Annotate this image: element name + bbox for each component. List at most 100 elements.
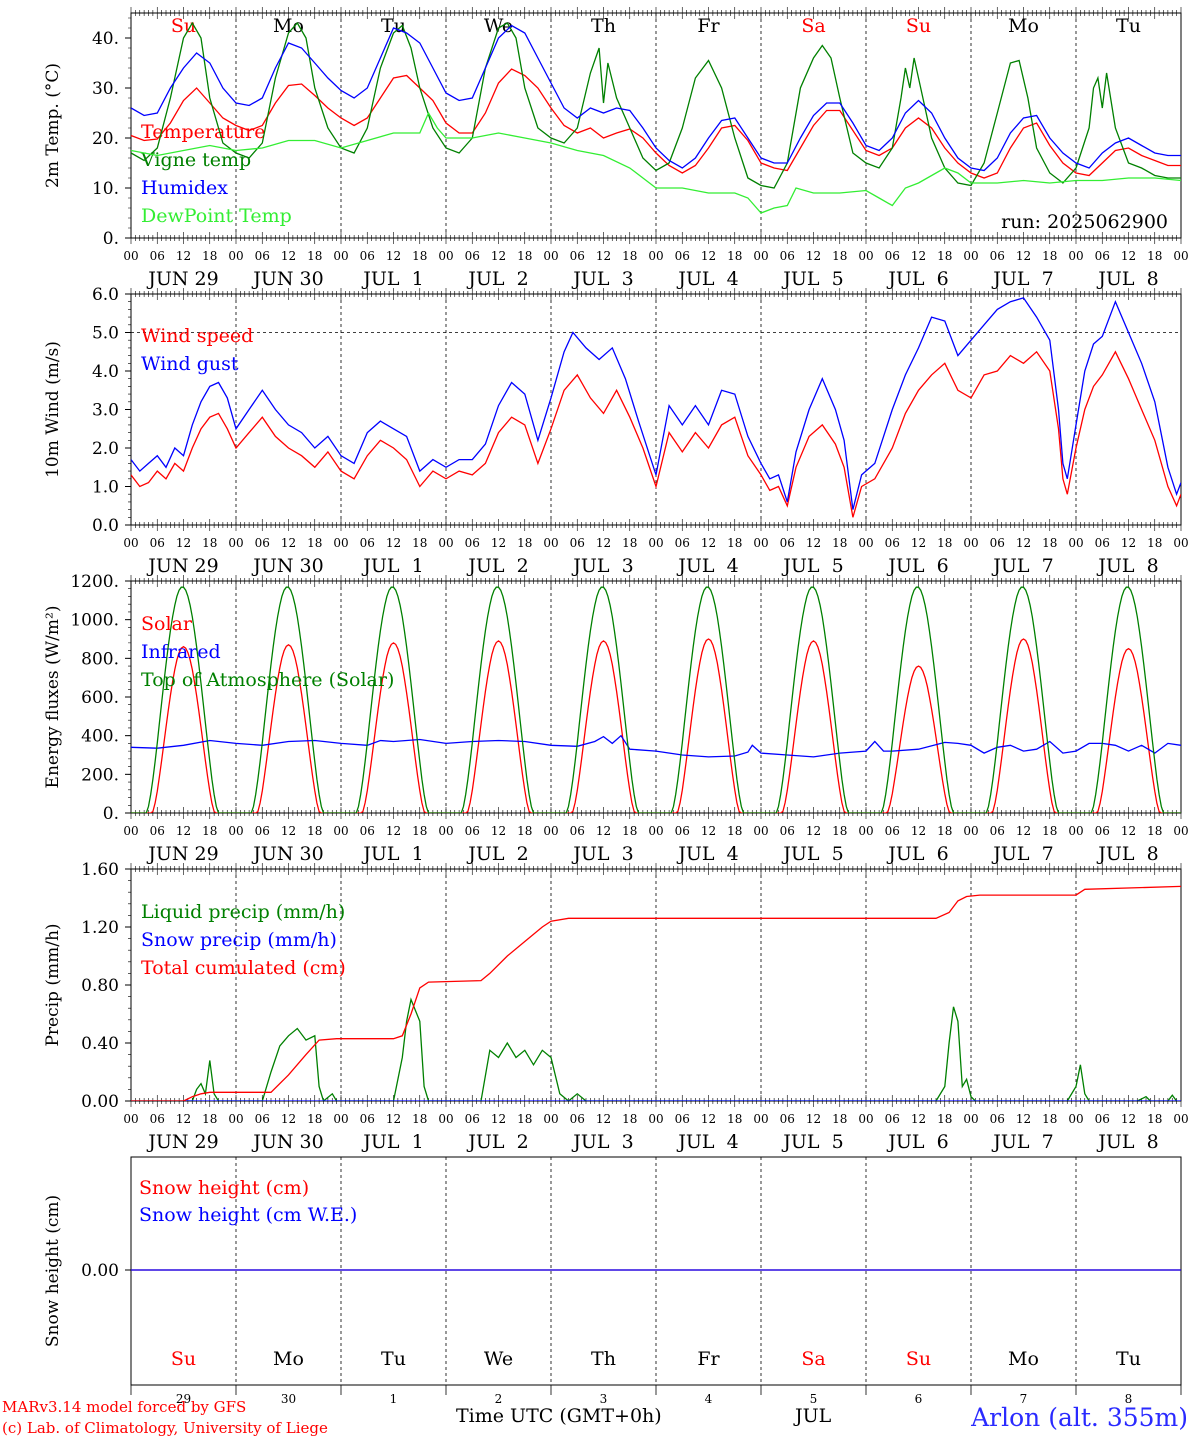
series-line <box>131 638 1181 813</box>
y-tick-label: 0.00 <box>81 1092 119 1112</box>
date-label: JUL 1 <box>361 268 423 290</box>
lab-credit: (c) Lab. of Climatology, University of L… <box>2 1419 328 1437</box>
hour-tick-label: 06 <box>465 536 480 550</box>
hour-tick-label: 00 <box>543 1112 558 1126</box>
legend-entry: Solar <box>141 613 193 635</box>
station-label: Arlon (alt. 355m) <box>971 1403 1188 1432</box>
series-line <box>131 997 1178 1101</box>
hour-tick-label: 18 <box>517 536 532 550</box>
chart-panel-3: 00 06 12 18 00 06 12 18 00 06 12 18 00 06 12 18 00 06 12 18… <box>43 572 1189 865</box>
hour-tick-label: 12 <box>386 536 401 550</box>
date-label: JUL 2 <box>466 555 528 577</box>
legend-entry: Top of Atmosphere (Solar) <box>141 669 394 691</box>
hour-tick-label: 00 <box>1068 1112 1083 1126</box>
chart-panel-4: 00 06 12 18 00 06 12 18 00 06 12 18 00 06 12 18 00 06 12 18… <box>43 860 1189 1153</box>
hour-tick-label: 00 <box>228 536 243 550</box>
series-line <box>131 68 1181 179</box>
y-tick-label: 800. <box>81 649 119 669</box>
hour-tick-label: 18 <box>832 824 847 838</box>
hour-tick-label: 06 <box>465 1112 480 1126</box>
weekday-label: Tu <box>1116 15 1141 37</box>
hour-tick-label: 00 <box>333 1112 348 1126</box>
hour-tick-label: 12 <box>596 536 611 550</box>
date-number-label: 4 <box>705 1392 713 1406</box>
legend-entry: Wind gust <box>141 353 239 375</box>
hour-tick-label: 18 <box>202 249 217 263</box>
hour-tick-label: 00 <box>1173 249 1188 263</box>
hour-tick-label: 12 <box>1121 1112 1136 1126</box>
date-label: JUL 5 <box>781 268 843 290</box>
legend-entry: Wind speed <box>141 325 253 347</box>
date-label: JUL 5 <box>781 843 843 865</box>
hour-tick-label: 12 <box>1121 536 1136 550</box>
hour-tick-label: 00 <box>753 536 768 550</box>
date-label: JUL 1 <box>361 555 423 577</box>
hour-tick-label: 12 <box>386 249 401 263</box>
hour-tick-label: 12 <box>386 1112 401 1126</box>
legend-entry: Infrared <box>141 641 221 663</box>
hour-tick-label: 18 <box>202 824 217 838</box>
date-label: JUN 29 <box>146 1131 218 1153</box>
hour-tick-label: 18 <box>622 249 637 263</box>
series-line <box>131 734 1181 758</box>
y-tick-label: 0. <box>103 229 119 249</box>
hour-tick-label: 12 <box>596 824 611 838</box>
hour-tick-label: 12 <box>491 249 506 263</box>
y-tick-label: 0.0 <box>92 516 119 536</box>
hour-tick-label: 00 <box>123 249 138 263</box>
y-axis-label: Precip (mm/h) <box>43 923 63 1046</box>
hour-tick-label: 06 <box>570 536 585 550</box>
hour-tick-label: 00 <box>543 249 558 263</box>
hour-tick-label: 18 <box>412 1112 427 1126</box>
hour-tick-label: 12 <box>806 1112 821 1126</box>
hour-tick-label: 18 <box>727 249 742 263</box>
date-number-label: 2 <box>495 1392 503 1406</box>
weekday-label: Sa <box>801 15 825 37</box>
hour-tick-label: 00 <box>438 824 453 838</box>
hour-tick-label: 06 <box>780 1112 795 1126</box>
date-number-label: 8 <box>1125 1392 1133 1406</box>
hour-tick-label: 12 <box>1121 249 1136 263</box>
date-label: JUN 30 <box>251 1131 323 1153</box>
hour-tick-label: 12 <box>701 1112 716 1126</box>
date-number-label: 3 <box>600 1392 608 1406</box>
series-line <box>131 350 1181 518</box>
date-label: JUN 29 <box>146 555 218 577</box>
hour-tick-label: 00 <box>543 824 558 838</box>
hour-tick-label: 00 <box>123 1112 138 1126</box>
hour-tick-label: 06 <box>150 536 165 550</box>
hour-tick-label: 18 <box>832 536 847 550</box>
y-tick-label: 400. <box>81 727 119 747</box>
hour-tick-label: 06 <box>255 824 270 838</box>
hour-tick-label: 00 <box>963 249 978 263</box>
date-label: JUN 30 <box>251 268 323 290</box>
chart-panel-2: 00 06 12 18 00 06 12 18 00 06 12 18 00 06 12 18 00 06 12 18… <box>43 285 1189 577</box>
hour-tick-label: 12 <box>806 249 821 263</box>
y-tick-label: 40. <box>92 29 119 49</box>
hour-tick-label: 00 <box>333 249 348 263</box>
hour-tick-label: 06 <box>885 536 900 550</box>
date-label: JUL 7 <box>991 843 1053 865</box>
y-axis-label: Energy fluxes (W/m²) <box>43 606 63 789</box>
hour-tick-label: 12 <box>386 824 401 838</box>
date-label: JUL 7 <box>991 1131 1053 1153</box>
hour-tick-label: 12 <box>1016 1112 1031 1126</box>
hour-tick-label: 06 <box>255 536 270 550</box>
series-line <box>131 586 1181 813</box>
hour-tick-label: 18 <box>1147 536 1162 550</box>
hour-tick-label: 18 <box>202 536 217 550</box>
date-label: JUN 30 <box>251 555 323 577</box>
hour-tick-label: 06 <box>675 249 690 263</box>
date-label: JUN 30 <box>251 843 323 865</box>
weekday-label: Tu <box>1116 1348 1141 1370</box>
date-number-label: 5 <box>810 1392 818 1406</box>
hour-tick-label: 18 <box>307 536 322 550</box>
date-label: JUL 3 <box>571 843 633 865</box>
hour-tick-label: 06 <box>990 536 1005 550</box>
hour-tick-label: 18 <box>937 1112 952 1126</box>
hour-tick-label: 12 <box>911 536 926 550</box>
date-label: JUL 6 <box>886 268 948 290</box>
hour-tick-label: 18 <box>1042 249 1057 263</box>
date-label: JUL 4 <box>676 843 738 865</box>
hour-tick-label: 00 <box>438 1112 453 1126</box>
